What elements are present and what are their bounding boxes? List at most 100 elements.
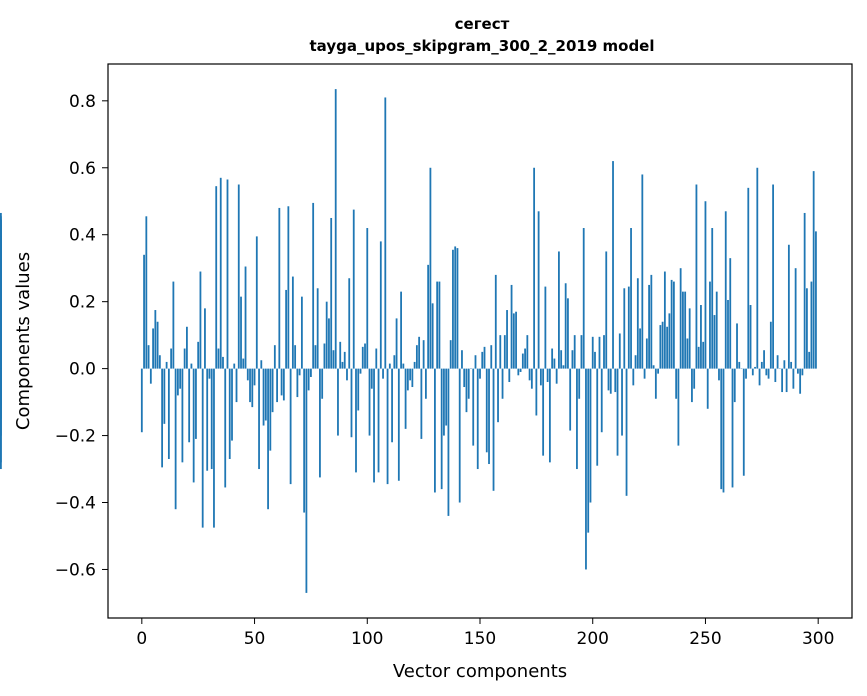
bar-component-175 [535, 368, 538, 416]
bar-component-277 [765, 368, 768, 376]
bar-component-41 [233, 363, 236, 369]
bar-component-151 [481, 351, 484, 369]
bar-component-271 [751, 368, 754, 376]
bar-component-142 [461, 350, 463, 369]
bar-component-254 [713, 315, 716, 369]
bar-component-270 [749, 305, 752, 369]
bar-component-196 [582, 228, 585, 369]
bars-group [0, 89, 817, 593]
bar-component-56 [267, 368, 269, 510]
bar-component-93 [350, 368, 353, 438]
bar-component-112 [393, 355, 396, 369]
bar-component-20 [186, 326, 188, 369]
bar-component-187 [562, 365, 565, 369]
bar-component-75 [310, 368, 312, 377]
bar-component-104 [375, 348, 378, 369]
bar-component-247 [697, 346, 700, 369]
bar-component-179 [544, 286, 547, 369]
bar-component-116 [402, 363, 405, 369]
bar-component-158 [497, 368, 499, 423]
bar-component-169 [521, 353, 524, 369]
bar-component-195 [580, 335, 583, 369]
bar-component-297 [810, 281, 813, 369]
bar-component-85 [332, 350, 335, 369]
bar-component-210 [614, 368, 617, 393]
bar-component-54 [262, 368, 265, 426]
bar-component-240 [682, 291, 684, 369]
bar-component-36 [222, 356, 224, 369]
bar-component-230 [659, 325, 662, 369]
bar-component-128 [429, 167, 432, 369]
bar-component-287 [787, 244, 790, 369]
bar-component-125 [422, 340, 425, 369]
bar-component-214 [623, 288, 626, 369]
bar-component-53 [260, 360, 263, 369]
bar-component-87 [337, 368, 339, 436]
bar-component-269 [747, 187, 750, 369]
bar-component-81 [323, 343, 326, 369]
x-tick-label: 200 [577, 629, 609, 649]
y-axis-ticks: −0.6 −0.4 −0.2 0.0 0.2 0.4 0.6 0.8 [55, 92, 108, 580]
bar-component-185 [558, 251, 560, 369]
bar-component-21 [188, 368, 191, 443]
bar-component-111 [391, 368, 393, 443]
bar-component-163 [508, 368, 511, 383]
bar-component-143 [463, 368, 466, 388]
bar-component-279 [769, 321, 772, 369]
bar-component-209 [612, 161, 614, 369]
bar-component-130 [434, 368, 436, 493]
bar-component-219 [634, 355, 637, 369]
bar-component-97 [359, 368, 362, 374]
bar-component-263 [733, 368, 736, 403]
bar-component-6 [154, 310, 157, 369]
bar-component-262 [731, 368, 734, 488]
bar-component-123 [418, 336, 421, 369]
bar-component-181 [548, 368, 551, 463]
bar-component-229 [657, 368, 660, 374]
bar-component-59 [273, 345, 276, 369]
bar-component-88 [339, 341, 342, 369]
bar-component-22 [190, 363, 193, 369]
bar-component-109 [386, 368, 389, 485]
bar-component-288 [790, 361, 793, 369]
bar-component-295 [806, 288, 808, 369]
bar-component-24 [195, 368, 197, 439]
bar-component-286 [785, 368, 788, 393]
bar-component-294 [803, 212, 806, 369]
bar-component-30 [208, 368, 211, 379]
bar-component-14 [172, 281, 175, 369]
bar-component-89 [341, 361, 344, 369]
x-tick-label: 150 [464, 629, 496, 649]
bar-component-213 [621, 368, 623, 436]
bar-component-34 [217, 348, 220, 369]
bar-component-12 [167, 368, 170, 459]
bar-component-246 [695, 184, 698, 369]
bar-component-241 [684, 291, 687, 369]
bar-component-80 [321, 368, 324, 399]
bar-component-275 [760, 361, 763, 369]
bar-component-94 [352, 209, 355, 369]
bar-component-71 [300, 296, 303, 369]
bar-component-244 [691, 368, 693, 403]
bar-component-127 [427, 264, 430, 369]
bar-component-292 [799, 368, 802, 394]
bar-component-154 [488, 368, 490, 465]
bar-component-63 [282, 368, 285, 401]
bar-component-27 [201, 368, 204, 528]
bar-component-13 [170, 348, 173, 369]
bar-component-undefined [0, 259, 2, 369]
bar-component-274 [758, 368, 761, 386]
bar-component-25 [197, 341, 200, 369]
bar-component-234 [668, 313, 671, 369]
bar-component-140 [456, 248, 459, 369]
x-tick-label: 100 [351, 629, 383, 649]
bar-component-103 [373, 368, 375, 483]
bar-component-117 [404, 368, 407, 429]
bar-component-120 [411, 368, 414, 388]
bar-component-43 [237, 184, 240, 369]
bar-component-92 [348, 278, 351, 369]
bar-component-15 [174, 368, 177, 510]
bar-component-133 [440, 368, 443, 490]
bar-component-172 [528, 368, 531, 381]
